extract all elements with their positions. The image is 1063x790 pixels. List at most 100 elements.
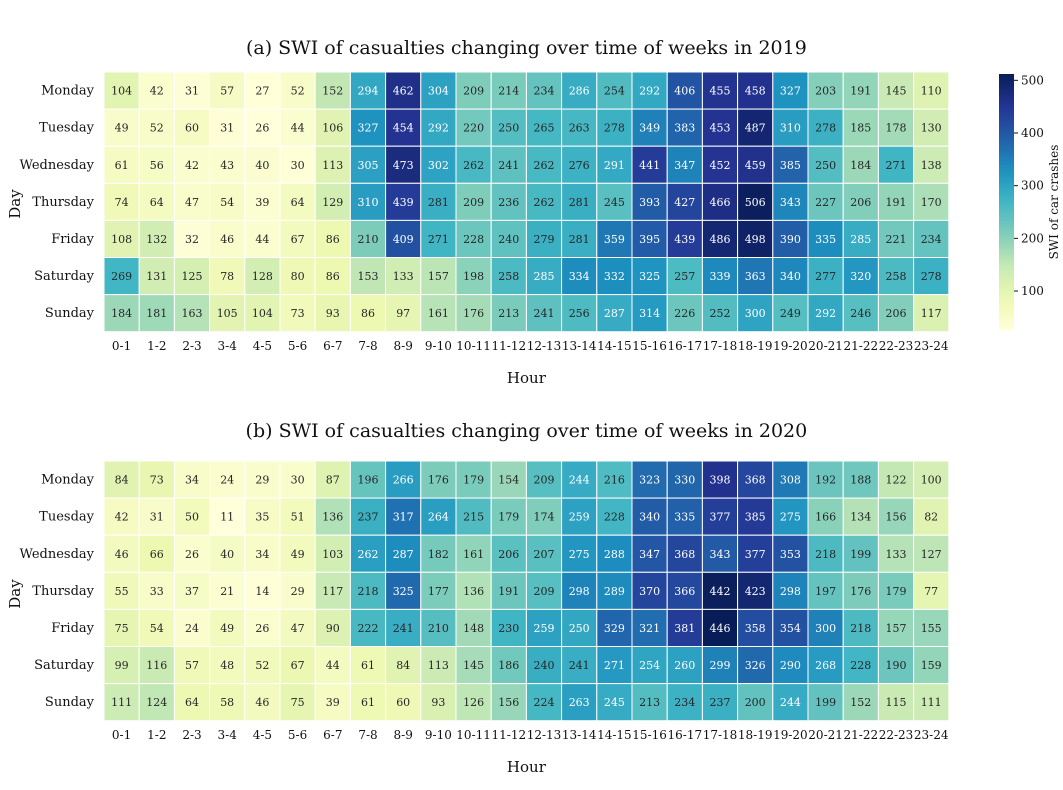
heatmap-cell <box>772 571 809 610</box>
cell-value-label: 228 <box>850 659 871 672</box>
heatmap-cell <box>596 497 633 536</box>
cell-value-label: 54 <box>150 622 164 635</box>
heatmap-cell <box>420 460 457 499</box>
heatmap-cell <box>561 608 598 648</box>
heatmap-cell <box>666 71 703 110</box>
heatmap-cell <box>455 257 492 296</box>
cell-value-label: 206 <box>886 307 907 320</box>
heatmap-cell <box>701 71 739 110</box>
cell-value-label: 128 <box>252 270 273 283</box>
heatmap-cell <box>490 71 527 110</box>
cell-value-label: 185 <box>850 122 871 135</box>
cell-value-label: 157 <box>428 270 449 283</box>
heatmap-cell <box>490 646 527 685</box>
cell-value-label: 260 <box>674 659 695 672</box>
cell-value-label: 427 <box>674 196 695 209</box>
heatmap-cell <box>455 460 492 499</box>
y-tick-label: Friday <box>51 232 94 247</box>
heatmap-cell <box>455 571 492 610</box>
heatmap-cell <box>314 571 351 610</box>
cell-value-label: 35 <box>255 511 269 524</box>
x-tick-label: 1-2 <box>147 339 166 353</box>
heatmap-cell <box>701 294 739 333</box>
cell-value-label: 310 <box>780 122 801 135</box>
cell-value-label: 317 <box>393 511 414 524</box>
colorbar-label: SWI of car crashes <box>1047 145 1061 260</box>
colorbar-tick-label: 500 <box>1021 73 1044 87</box>
cell-value-label: 133 <box>393 270 414 283</box>
heatmap-cell <box>807 534 844 573</box>
heatmap-cell <box>561 257 598 296</box>
x-tick-label: 4-5 <box>253 728 272 742</box>
cell-value-label: 299 <box>710 659 731 672</box>
cell-value-label: 454 <box>393 122 414 135</box>
cell-value-label: 206 <box>850 196 871 209</box>
cell-value-label: 263 <box>569 696 590 709</box>
heatmap-cell <box>314 497 351 536</box>
heatmap-cell <box>631 71 668 110</box>
cell-value-label: 286 <box>569 85 590 98</box>
cell-value-label: 446 <box>710 622 731 635</box>
cell-value-label: 228 <box>463 233 484 246</box>
heatmap-cell <box>737 294 774 333</box>
x-tick-label: 10-11 <box>456 728 491 742</box>
cell-value-label: 325 <box>639 270 660 283</box>
heatmap-cell <box>877 257 915 296</box>
cell-value-label: 264 <box>428 511 449 524</box>
cell-value-label: 126 <box>463 696 484 709</box>
heatmap-cell <box>561 646 598 685</box>
cell-value-label: 250 <box>569 622 590 635</box>
cell-value-label: 86 <box>326 233 340 246</box>
cell-value-label: 216 <box>604 474 625 487</box>
cell-value-label: 44 <box>291 122 305 135</box>
cell-value-label: 42 <box>150 85 164 98</box>
cell-value-label: 292 <box>639 85 660 98</box>
cell-value-label: 75 <box>291 696 305 709</box>
heatmap-cell <box>772 608 809 648</box>
x-tick-label: 7-8 <box>358 339 377 353</box>
colorbar-gradient <box>999 74 1014 330</box>
cell-value-label: 325 <box>393 585 414 598</box>
cell-value-label: 78 <box>220 270 234 283</box>
cell-value-label: 347 <box>639 548 660 561</box>
y-tick-label: Wednesday <box>20 158 95 173</box>
heatmap-cell <box>772 145 809 184</box>
cell-value-label: 452 <box>710 159 731 172</box>
heatmap-cell <box>490 294 527 333</box>
cell-value-label: 210 <box>428 622 449 635</box>
cell-value-label: 218 <box>850 622 871 635</box>
cell-value-label: 57 <box>220 85 234 98</box>
heatmap-cell <box>842 219 879 258</box>
heatmap-cell <box>772 646 809 685</box>
cell-value-label: 330 <box>674 474 695 487</box>
cell-value-label: 184 <box>111 307 132 320</box>
cell-value-label: 30 <box>291 474 305 487</box>
cell-value-label: 115 <box>886 696 907 709</box>
cell-value-label: 308 <box>780 474 801 487</box>
cell-value-label: 234 <box>534 85 555 98</box>
x-tick-label: 21-22 <box>844 339 879 353</box>
cell-value-label: 43 <box>220 159 234 172</box>
cell-value-label: 277 <box>815 270 836 283</box>
x-tick-label: 13-14 <box>562 728 597 742</box>
heatmap-cell <box>173 145 211 184</box>
heatmap-cell <box>173 683 211 722</box>
cell-value-label: 395 <box>639 233 660 246</box>
cell-value-label: 209 <box>534 474 555 487</box>
cell-value-label: 215 <box>463 511 484 524</box>
cell-value-label: 453 <box>710 122 731 135</box>
y-tick-label: Saturday <box>34 269 95 284</box>
cell-value-label: 24 <box>220 474 234 487</box>
heatmap-cell <box>666 571 703 610</box>
cell-value-label: 177 <box>428 585 449 598</box>
cell-value-label: 86 <box>326 270 340 283</box>
heatmap-cell <box>385 182 422 221</box>
heatmap-cell <box>455 294 492 333</box>
y-axis-title: Day <box>6 189 24 219</box>
heatmap-cell <box>490 219 527 258</box>
heatmap-cell <box>631 145 668 184</box>
cell-value-label: 292 <box>815 307 836 320</box>
y-tick-label: Sunday <box>45 695 95 710</box>
heatmap-cell <box>666 294 703 333</box>
heatmap-cell <box>596 182 633 221</box>
